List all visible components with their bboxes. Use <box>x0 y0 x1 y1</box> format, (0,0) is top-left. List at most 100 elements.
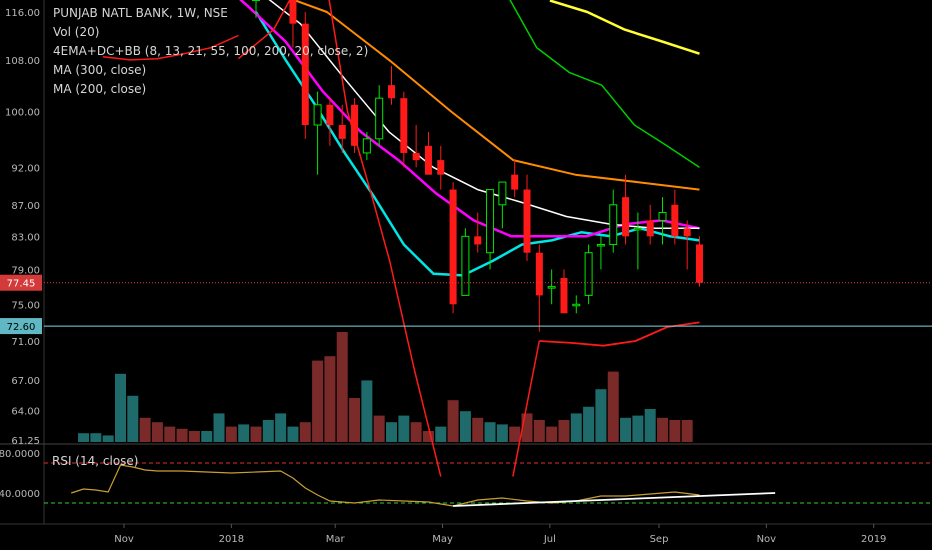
x-tick-label: 2018 <box>219 534 244 545</box>
ma300-legend: MA (300, close) <box>53 63 147 77</box>
volume-bar <box>484 422 496 442</box>
y-tick-label: 67.00 <box>11 376 40 387</box>
candle-body <box>633 227 642 231</box>
y-tick-label: 87.00 <box>11 201 40 212</box>
volume-bar <box>681 420 693 442</box>
volume-bar <box>287 426 299 442</box>
candle-body <box>498 181 507 206</box>
volume-bar <box>472 417 484 442</box>
volume-bar <box>78 433 90 442</box>
candle-body <box>695 244 703 283</box>
candle-body <box>326 104 334 126</box>
candle-body <box>301 23 309 126</box>
volume-bar <box>558 420 570 442</box>
volume-bar <box>250 426 262 442</box>
volume-bar <box>644 409 656 442</box>
volume-bar <box>225 426 237 442</box>
rsi-trendline <box>453 492 776 507</box>
volume-bar <box>312 360 324 442</box>
volume-bar <box>127 395 139 442</box>
volume-bar <box>410 422 422 442</box>
line-dc-fall <box>328 0 442 477</box>
volume-bar <box>201 431 213 442</box>
candle-body <box>351 104 359 146</box>
volume-bar <box>521 413 533 442</box>
candle-body <box>486 189 495 254</box>
volume-bar <box>632 415 644 442</box>
volume-bar <box>139 417 151 442</box>
candle-body <box>560 277 568 314</box>
horizontal-level-badge <box>0 318 42 335</box>
candle-body <box>511 174 519 190</box>
rsi-tick-label: 80.0000 <box>0 449 40 460</box>
volume-bar <box>435 426 447 442</box>
y-tick-label: 79.00 <box>11 265 40 276</box>
volume-bar <box>336 332 348 442</box>
candle-body <box>547 286 556 289</box>
y-tick-label: 116.00 <box>5 8 40 19</box>
volume-bar <box>657 417 669 442</box>
volume-bar <box>583 406 595 442</box>
volume-bar <box>607 371 619 442</box>
candle-body <box>289 0 297 24</box>
volume-bar <box>447 400 459 442</box>
last-price-label: 77.45 <box>7 279 36 290</box>
candle-body <box>609 204 618 245</box>
volume-bar <box>275 413 287 442</box>
volume-bar <box>459 411 471 442</box>
candle-body <box>437 160 445 175</box>
indicator-legend: 4EMA+DC+BB (8, 13, 21, 55, 100, 200, 20,… <box>53 44 369 58</box>
candle-body <box>646 220 654 237</box>
x-tick-label: Sep <box>650 534 669 545</box>
volume-bar <box>238 424 250 442</box>
x-tick-label: Nov <box>114 534 134 545</box>
symbol-title: PUNJAB NATL BANK, 1W, NSE <box>53 6 228 20</box>
x-tick-label: Jul <box>543 534 556 545</box>
volume-bar <box>213 413 225 442</box>
volume-legend: Vol (20) <box>53 25 100 39</box>
volume-bar <box>176 428 188 442</box>
candle-body <box>412 152 420 161</box>
volume-bar <box>496 424 508 442</box>
volume-bar <box>188 431 200 442</box>
x-tick-label: May <box>432 534 453 545</box>
ma200-legend: MA (200, close) <box>53 82 147 96</box>
candle-body <box>251 0 260 2</box>
y-tick-label: 92.00 <box>11 163 40 174</box>
candle-body <box>683 228 691 237</box>
candle-body <box>572 303 581 307</box>
volume-bar <box>164 426 176 442</box>
volume-bar <box>570 413 582 442</box>
candle-body <box>338 125 346 139</box>
line-dc-return <box>512 340 541 477</box>
candle-body <box>449 189 457 305</box>
candle-body <box>400 98 408 153</box>
x-tick-label: 2019 <box>861 534 886 545</box>
volume-bar <box>324 356 336 442</box>
candle-body <box>362 138 371 154</box>
volume-bar <box>669 420 681 442</box>
x-tick-label: Nov <box>757 534 777 545</box>
volume-bar <box>509 426 521 442</box>
volume-bar <box>422 431 434 442</box>
candle-body <box>596 243 605 247</box>
candle-body <box>388 85 395 99</box>
candle-body <box>313 104 322 126</box>
rsi-tick-label: 40.0000 <box>0 489 40 500</box>
candle-body <box>424 145 432 175</box>
candle-body <box>584 252 593 296</box>
y-tick-label: 83.00 <box>11 232 40 243</box>
candle-body <box>658 212 667 221</box>
y-tick-label: 64.00 <box>11 407 40 418</box>
volume-bar <box>349 398 361 442</box>
legend: PUNJAB NATL BANK, 1W, NSE Vol (20) 4EMA+… <box>53 4 368 99</box>
candle-body <box>523 189 531 253</box>
line-dc-rise <box>237 0 291 60</box>
horizontal-level-label: 72.60 <box>7 322 36 333</box>
y-tick-label: 71.00 <box>11 337 40 348</box>
candle-body <box>622 197 630 237</box>
volume-bar <box>361 380 373 442</box>
y-tick-label: 75.00 <box>11 300 40 311</box>
